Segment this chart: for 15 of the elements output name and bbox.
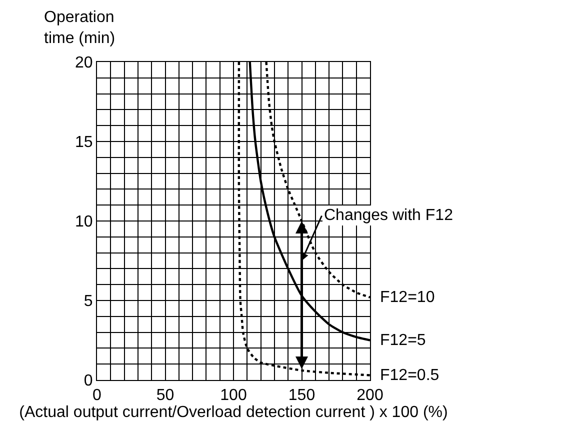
series-label: F12=5 <box>380 332 426 349</box>
annotation: Changes with F12 <box>324 207 454 224</box>
y-tick-label: 15 <box>75 134 93 152</box>
y-tick-label: 0 <box>84 372 93 390</box>
y-axis-title: Operation time (min) <box>44 9 116 47</box>
x-tick-label: 200 <box>356 387 384 404</box>
x-tick-label: 150 <box>288 387 316 404</box>
x-tick-label: 100 <box>220 387 247 404</box>
y-tick-label: 10 <box>75 214 93 231</box>
x-axis-title: (Actual output current/Overload detection current ) x 100 (%) <box>19 404 448 422</box>
y-tick-label: 20 <box>75 54 93 72</box>
series-label: F12=10 <box>380 289 435 306</box>
x-tick-label: 50 <box>156 387 174 404</box>
y-tick-label: 5 <box>84 293 93 310</box>
series-label: F12=0.5 <box>380 367 440 384</box>
